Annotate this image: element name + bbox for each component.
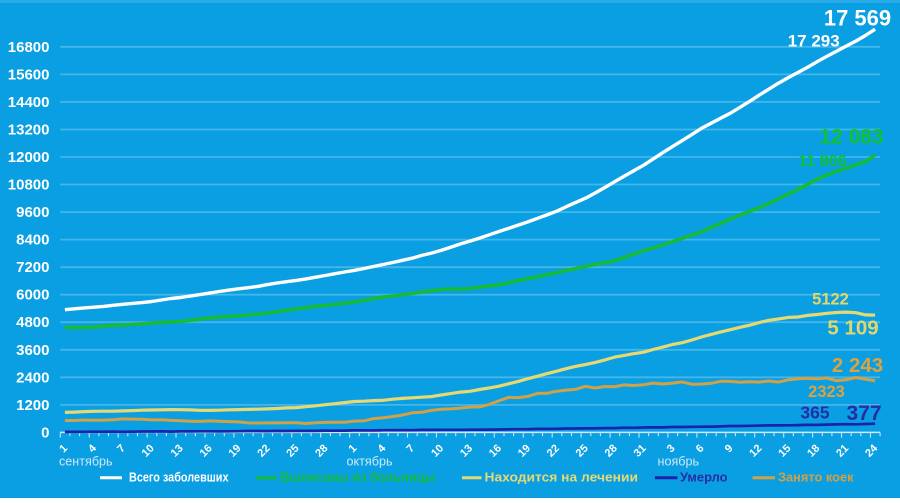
svg-text:377: 377 (846, 402, 881, 425)
svg-text:17 293: 17 293 (788, 32, 840, 51)
svg-text:7200: 7200 (16, 259, 49, 276)
svg-text:5122: 5122 (812, 291, 849, 309)
svg-text:5 109: 5 109 (827, 317, 878, 340)
svg-text:Умерло: Умерло (680, 469, 728, 484)
svg-text:10800: 10800 (8, 177, 50, 194)
svg-text:1200: 1200 (16, 397, 49, 414)
svg-text:14400: 14400 (8, 94, 50, 111)
svg-text:12000: 12000 (8, 149, 50, 166)
svg-text:8400: 8400 (16, 232, 49, 249)
svg-text:Всего заболевших: Всего заболевших (129, 469, 229, 484)
svg-text:9600: 9600 (16, 204, 49, 221)
svg-text:Занято коек: Занято коек (778, 469, 854, 484)
svg-text:2400: 2400 (16, 369, 49, 386)
svg-text:октябрь: октябрь (347, 455, 393, 469)
svg-text:0: 0 (41, 424, 49, 441)
svg-text:16800: 16800 (8, 39, 50, 56)
svg-text:Выписаны из больницы: Выписаны из больницы (281, 469, 436, 484)
svg-text:3600: 3600 (16, 342, 49, 359)
svg-text:Находится на лечении: Находится на лечении (485, 469, 639, 484)
svg-text:12 083: 12 083 (819, 126, 883, 149)
svg-text:сентябрь: сентябрь (59, 455, 113, 469)
svg-text:ноябрь: ноябрь (658, 455, 700, 469)
svg-text:6000: 6000 (16, 287, 49, 304)
svg-text:4800: 4800 (16, 314, 49, 331)
svg-text:2323: 2323 (808, 383, 845, 401)
svg-text:17 569: 17 569 (824, 6, 891, 31)
svg-text:2 243: 2 243 (832, 354, 883, 377)
svg-text:11 806: 11 806 (798, 153, 846, 170)
svg-text:365: 365 (800, 403, 829, 423)
svg-text:13200: 13200 (8, 122, 50, 139)
svg-text:15600: 15600 (8, 66, 50, 83)
